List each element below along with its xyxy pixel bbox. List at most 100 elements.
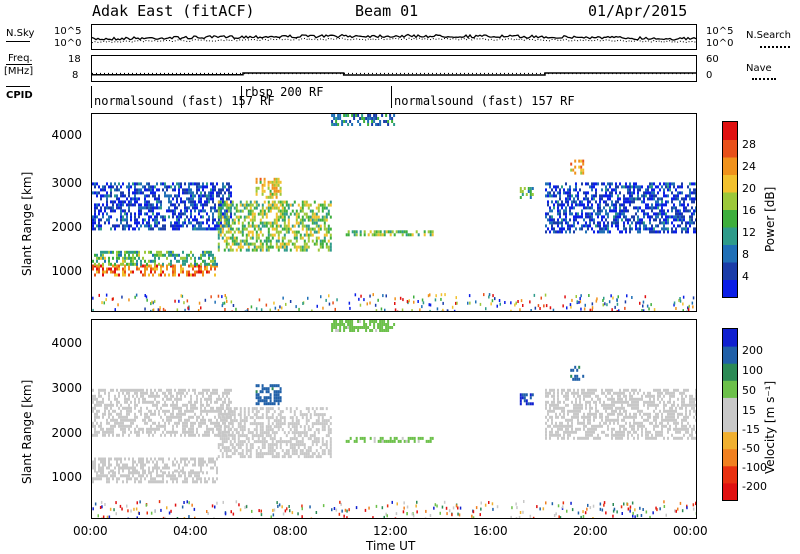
echo-region — [331, 114, 396, 126]
range-cell — [319, 224, 322, 228]
range-cell — [385, 230, 388, 234]
range-cell — [100, 474, 102, 478]
range-cell — [525, 193, 528, 196]
range-cell — [693, 230, 695, 234]
range-cell — [645, 227, 647, 231]
speckle-cell — [204, 298, 207, 302]
range-cell — [249, 416, 252, 420]
range-cell — [313, 422, 316, 426]
range-cell — [305, 416, 308, 420]
range-cell — [569, 194, 571, 198]
range-cell — [162, 270, 164, 274]
range-cell — [311, 209, 314, 213]
range-cell — [190, 474, 192, 478]
range-cell — [239, 230, 242, 234]
range-cell — [655, 415, 657, 419]
range-cell — [329, 440, 332, 444]
range-cell — [385, 439, 388, 443]
range-cell — [637, 209, 639, 213]
range-cell — [100, 400, 102, 404]
range-cell — [315, 224, 318, 228]
range-cell — [142, 388, 144, 392]
range-cell — [114, 262, 116, 266]
range-cell — [675, 406, 677, 410]
range-cell — [251, 434, 254, 438]
range-cell — [194, 457, 196, 461]
range-cell — [395, 230, 398, 234]
range-cell — [299, 452, 302, 456]
range-cell — [665, 424, 667, 428]
range-cell — [206, 412, 208, 416]
range-cell — [104, 188, 106, 192]
range-cell — [208, 427, 210, 431]
range-cell — [152, 394, 154, 398]
range-cell — [138, 457, 140, 461]
range-cell — [98, 403, 100, 407]
range-cell — [150, 215, 152, 219]
range-cell — [158, 221, 160, 225]
range-cell — [609, 406, 611, 410]
range-cell — [293, 224, 296, 228]
range-cell — [545, 394, 547, 398]
range-cell — [128, 273, 130, 277]
range-cell — [607, 194, 609, 198]
range-cell — [597, 206, 599, 210]
range-cell — [152, 259, 154, 263]
range-cell — [315, 239, 318, 243]
range-cell — [239, 416, 242, 420]
range-cell — [661, 215, 663, 219]
range-cell — [216, 409, 218, 413]
range-cell — [204, 388, 206, 392]
range-cell — [665, 185, 667, 189]
range-cell — [565, 197, 567, 201]
range-cell — [349, 323, 352, 326]
range-cell — [337, 117, 340, 120]
range-cell — [589, 403, 591, 407]
range-cell — [150, 480, 152, 484]
range-cell — [661, 430, 663, 434]
range-cell — [154, 430, 156, 434]
range-cell — [267, 443, 270, 447]
range-cell — [307, 227, 310, 231]
range-cell — [571, 194, 573, 198]
speckle-cell — [544, 293, 547, 297]
range-cell — [663, 191, 665, 195]
range-cell — [615, 400, 617, 404]
range-cell — [293, 230, 296, 234]
range-cell — [275, 195, 278, 199]
range-cell — [599, 209, 601, 213]
range-cell — [601, 403, 603, 407]
range-cell — [186, 430, 188, 434]
range-cell — [104, 270, 106, 274]
range-cell — [277, 422, 280, 426]
range-cell — [431, 436, 434, 440]
range-cell — [158, 206, 160, 210]
speckle-cell — [510, 309, 512, 311]
range-cell — [172, 227, 174, 231]
range-cell — [144, 421, 146, 425]
range-cell — [287, 455, 290, 459]
range-cell — [140, 394, 142, 398]
range-cell — [206, 433, 208, 437]
range-cell — [239, 239, 242, 243]
range-cell — [675, 436, 677, 440]
range-cell — [255, 186, 258, 190]
range-cell — [673, 403, 675, 407]
range-cell — [263, 239, 266, 243]
range-cell — [349, 320, 352, 323]
range-cell — [255, 413, 258, 417]
range-cell — [591, 397, 593, 401]
range-cell — [319, 422, 322, 426]
range-cell — [122, 273, 124, 277]
range-cell — [148, 221, 150, 225]
range-cell — [138, 203, 140, 207]
range-cell — [225, 203, 228, 207]
range-cell — [96, 264, 98, 268]
range-cell — [114, 209, 116, 213]
speckle-cell — [186, 299, 189, 303]
range-cell — [627, 209, 629, 213]
range-cell — [138, 388, 140, 392]
range-cell — [607, 227, 609, 231]
range-cell — [681, 230, 683, 234]
range-cell — [659, 182, 661, 186]
